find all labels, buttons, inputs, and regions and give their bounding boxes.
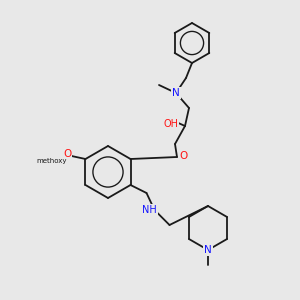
Text: O: O [63, 149, 72, 159]
Text: NH: NH [142, 205, 157, 215]
Text: OH: OH [164, 119, 178, 129]
Text: N: N [204, 245, 212, 255]
Text: methoxy: methoxy [36, 158, 67, 164]
Text: N: N [172, 88, 180, 98]
Text: O: O [179, 151, 187, 161]
